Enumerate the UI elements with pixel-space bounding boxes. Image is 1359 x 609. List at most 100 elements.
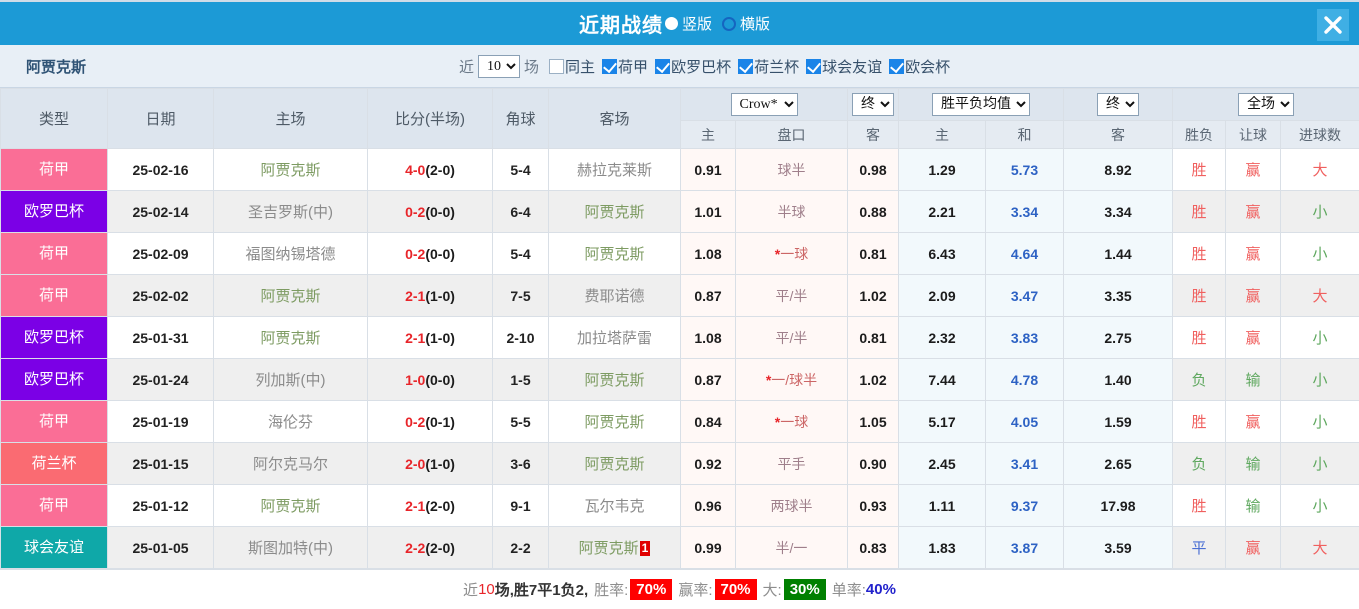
view-mode-horizontal-label: 横版 (740, 13, 770, 34)
col-header-odds-away: 客 (848, 121, 899, 149)
euro-stage-select[interactable]: 终 (1097, 93, 1139, 116)
row-type-cell: 球会友谊 (1, 527, 108, 569)
row-score[interactable]: 2-1(1-0) (368, 275, 493, 317)
row-away-team[interactable]: 阿贾克斯 (549, 233, 681, 275)
row-score[interactable]: 1-0(0-0) (368, 359, 493, 401)
row-odds-home: 0.92 (681, 443, 736, 485)
row-euro-away: 8.92 (1064, 149, 1173, 191)
row-odds-away: 0.98 (848, 149, 899, 191)
view-mode-horizontal[interactable]: 横版 (722, 13, 770, 34)
col-header-corner: 角球 (493, 89, 549, 149)
row-euro-home: 2.32 (899, 317, 986, 359)
row-corner: 9-1 (493, 485, 549, 527)
company-select-cell: Crow* (681, 89, 848, 121)
league-label-conference: 欧会杯 (905, 56, 950, 77)
row-score[interactable]: 0-2(0-0) (368, 233, 493, 275)
scope-select[interactable]: 全场 (1238, 93, 1294, 116)
row-result-goals: 小 (1281, 191, 1359, 233)
row-away-team[interactable]: 阿贾克斯 (549, 359, 681, 401)
row-euro-away: 2.65 (1064, 443, 1173, 485)
row-euro-away: 3.35 (1064, 275, 1173, 317)
row-home-team[interactable]: 列加斯(中) (214, 359, 368, 401)
row-score[interactable]: 2-1(2-0) (368, 485, 493, 527)
row-handicap: 两球半 (736, 485, 848, 527)
odds-stage-select[interactable]: 终 (852, 93, 894, 116)
col-header-score: 比分(半场) (368, 89, 493, 149)
row-handicap: *一球 (736, 233, 848, 275)
row-odds-home: 1.08 (681, 233, 736, 275)
row-result-goals: 小 (1281, 401, 1359, 443)
footer-big-label: 大: (763, 579, 782, 600)
row-home-team[interactable]: 阿贾克斯 (214, 149, 368, 191)
row-away-team[interactable]: 赫拉克莱斯 (549, 149, 681, 191)
league-checkbox-dutchcup[interactable] (738, 59, 753, 74)
col-header-result-wl: 胜负 (1173, 121, 1226, 149)
row-away-team[interactable]: 阿贾克斯 (549, 401, 681, 443)
row-corner: 2-2 (493, 527, 549, 569)
row-score[interactable]: 2-0(1-0) (368, 443, 493, 485)
row-odds-away: 0.93 (848, 485, 899, 527)
filter-suffix-label: 场 (524, 56, 539, 77)
row-home-team[interactable]: 阿尔克马尔 (214, 443, 368, 485)
row-home-team[interactable]: 福图纳锡塔德 (214, 233, 368, 275)
league-label-europa: 欧罗巴杯 (671, 56, 731, 77)
row-euro-home: 1.29 (899, 149, 986, 191)
row-euro-away: 1.44 (1064, 233, 1173, 275)
same-home-checkbox[interactable] (549, 59, 564, 74)
row-date: 25-02-16 (108, 149, 214, 191)
row-away-team[interactable]: 加拉塔萨雷 (549, 317, 681, 359)
row-odds-home: 0.87 (681, 359, 736, 401)
close-icon (1322, 14, 1344, 36)
row-score[interactable]: 4-0(2-0) (368, 149, 493, 191)
row-score[interactable]: 0-2(0-0) (368, 191, 493, 233)
row-away-team[interactable]: 瓦尔韦克 (549, 485, 681, 527)
row-home-team[interactable]: 海伦芬 (214, 401, 368, 443)
match-count-select[interactable]: 10 (478, 55, 520, 78)
row-away-team[interactable]: 阿贾克斯 (549, 443, 681, 485)
col-header-result-goals: 进球数 (1281, 121, 1359, 149)
footer-big-value: 30% (784, 579, 826, 600)
euro-type-select[interactable]: 胜平负均值 (932, 93, 1030, 116)
row-away-team[interactable]: 费耶诺德 (549, 275, 681, 317)
euro-type-select-cell: 胜平负均值 (899, 89, 1064, 121)
row-score[interactable]: 2-2(2-0) (368, 527, 493, 569)
odds-company-select[interactable]: Crow* (731, 93, 798, 116)
league-checkbox-conference[interactable] (889, 59, 904, 74)
row-home-team[interactable]: 斯图加特(中) (214, 527, 368, 569)
league-badge: 荷甲 (1, 233, 107, 274)
row-result-goals: 小 (1281, 317, 1359, 359)
league-checkbox-friendly[interactable] (806, 59, 821, 74)
row-result-handicap: 输 (1226, 485, 1281, 527)
view-mode-vertical[interactable]: 竖版 (665, 13, 712, 34)
col-header-type: 类型 (1, 89, 108, 149)
row-result-handicap: 赢 (1226, 527, 1281, 569)
row-home-team[interactable]: 阿贾克斯 (214, 317, 368, 359)
row-home-team[interactable]: 阿贾克斯 (214, 275, 368, 317)
row-away-team[interactable]: 阿贾克斯 (549, 191, 681, 233)
row-result-goals: 小 (1281, 233, 1359, 275)
league-checkbox-hejia[interactable] (602, 59, 617, 74)
red-card-badge: 1 (640, 541, 651, 556)
row-type-cell: 欧罗巴杯 (1, 317, 108, 359)
row-odds-home: 0.87 (681, 275, 736, 317)
footer-prefix: 近 (463, 579, 478, 600)
close-button[interactable] (1317, 9, 1349, 41)
row-result-handicap: 赢 (1226, 191, 1281, 233)
league-checkbox-europa[interactable] (655, 59, 670, 74)
row-home-team[interactable]: 圣吉罗斯(中) (214, 191, 368, 233)
row-score[interactable]: 0-2(0-1) (368, 401, 493, 443)
row-score[interactable]: 2-1(1-0) (368, 317, 493, 359)
col-header-euro-draw: 和 (986, 121, 1064, 149)
row-home-team[interactable]: 阿贾克斯 (214, 485, 368, 527)
